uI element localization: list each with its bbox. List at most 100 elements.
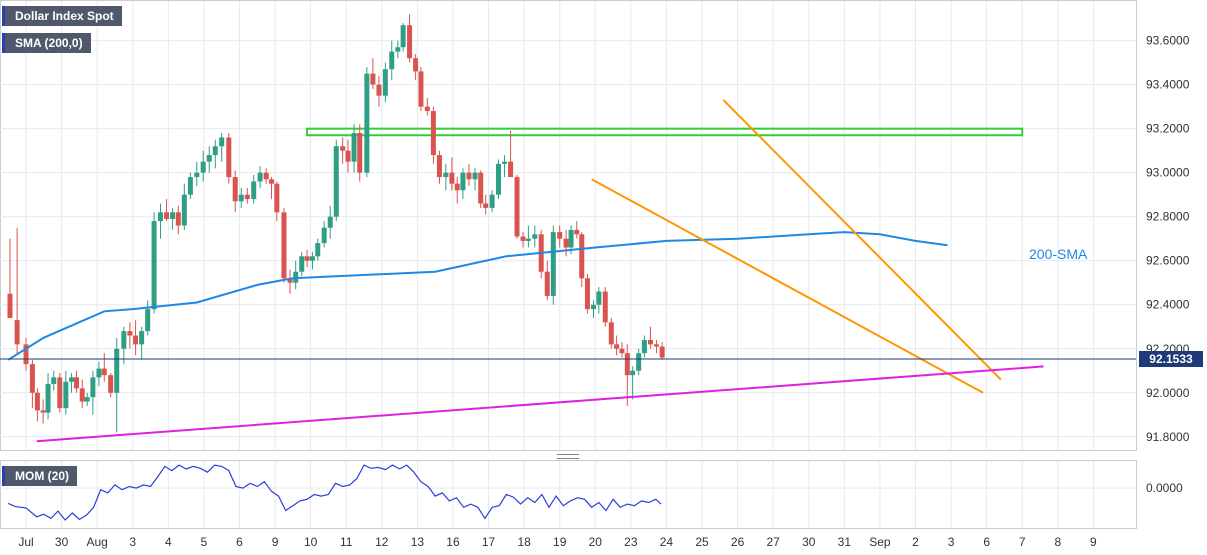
candle-body (376, 84, 382, 96)
candle-down (376, 75, 382, 107)
candle-body (157, 212, 163, 222)
candle-down (602, 287, 608, 327)
candle-down (269, 177, 275, 200)
candle-body (502, 161, 508, 164)
momentum-legend[interactable]: MOM (20) (2, 466, 77, 486)
candle-down (304, 249, 310, 268)
candle-body (345, 150, 351, 162)
candle-down (544, 260, 550, 301)
candle-up (389, 40, 395, 81)
candle-body (389, 51, 395, 70)
candle-down (478, 170, 484, 208)
date-tick-label: 13 (411, 535, 425, 549)
candle-down (287, 269, 293, 294)
resistance-zone (306, 127, 1024, 137)
candle-body (309, 256, 315, 261)
candle-body (472, 172, 478, 180)
candle-up (206, 146, 212, 173)
candle-body (449, 172, 455, 184)
candle-down (538, 229, 544, 279)
candle-down (14, 227, 20, 354)
candle-up (315, 238, 321, 261)
candle-body (574, 229, 580, 235)
candle-body (101, 368, 107, 376)
date-tick-label: Jul (18, 535, 33, 549)
candle-down (101, 353, 107, 382)
date-tick-label: 23 (624, 535, 638, 549)
candle-up (395, 40, 401, 59)
candle-down (281, 207, 287, 283)
candle-down (619, 342, 625, 358)
candle-body (430, 111, 436, 156)
candle-up (157, 203, 163, 239)
momentum-pane-frame (0, 460, 1137, 529)
candle-up (472, 168, 478, 191)
candle-down (483, 194, 489, 215)
candle-body (151, 221, 157, 310)
candle-down (514, 174, 520, 239)
candle-body (164, 212, 170, 219)
candle-body (544, 271, 550, 296)
candle-down (624, 344, 630, 406)
candle-up (194, 161, 200, 186)
pane-resize-handle[interactable] (557, 454, 579, 459)
candle-body (14, 320, 20, 345)
candle-down (608, 317, 614, 349)
candle-body (244, 194, 250, 200)
candle-up (63, 370, 69, 415)
candle-body (194, 172, 200, 178)
date-tick-label: 24 (660, 535, 674, 549)
candle-body (315, 243, 321, 257)
candle-down (340, 137, 346, 164)
candle-up (151, 212, 157, 314)
candle-body (653, 344, 659, 347)
sma-legend[interactable]: SMA (200,0) (2, 33, 91, 53)
candle-down (23, 337, 29, 371)
date-tick-label: 18 (517, 535, 531, 549)
candle-up (181, 183, 187, 230)
candle-down (574, 221, 580, 239)
momentum-series (7, 464, 662, 521)
candle-up (69, 372, 75, 393)
date-tick-label: 3 (948, 535, 955, 549)
candle-body (460, 172, 466, 191)
candle-body (563, 238, 569, 248)
candle-up (114, 337, 120, 433)
candle-up (299, 251, 305, 277)
candle-body (659, 346, 665, 358)
candle-body (212, 146, 218, 156)
candle-body (181, 194, 187, 226)
candle-up (502, 155, 508, 178)
candle-body (74, 377, 80, 389)
candle-body (127, 331, 133, 336)
candle-body (175, 212, 181, 226)
candle-down (345, 139, 351, 173)
candle-body (489, 194, 495, 208)
candle-up (321, 221, 327, 248)
candle-up (382, 62, 388, 103)
candle-body (69, 377, 75, 382)
candle-body (443, 172, 449, 178)
candle-body (90, 377, 96, 398)
candle-body (281, 212, 287, 279)
date-tick-label: 31 (838, 535, 852, 549)
price-tick-label: 92.8000 (1146, 210, 1190, 224)
instrument-legend[interactable]: Dollar Index Spot (2, 6, 122, 26)
candle-up (460, 168, 466, 200)
candle-down (466, 163, 472, 186)
candle-down (29, 359, 35, 409)
support-trend-line (36, 365, 1044, 443)
date-tick-label: 3 (129, 535, 136, 549)
candle-body (608, 322, 614, 345)
candle-up (532, 225, 538, 248)
candle-down (57, 372, 63, 413)
candle-body (630, 370, 636, 376)
candle-up (45, 372, 51, 420)
candle-body (382, 69, 388, 96)
candle-body (514, 177, 520, 237)
candlestick-series (7, 14, 665, 433)
grid-lines (0, 1, 1136, 528)
candle-body (200, 161, 206, 173)
price-tick-label: 92.6000 (1146, 254, 1190, 268)
